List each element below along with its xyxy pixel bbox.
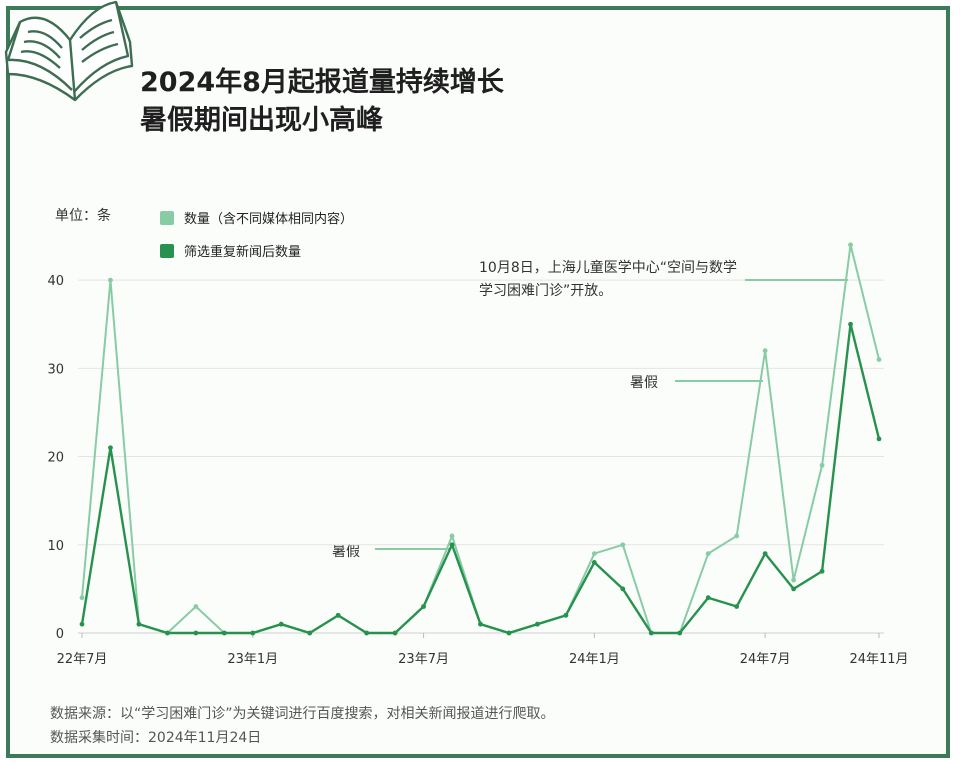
series-1-point [620, 542, 626, 548]
legend: 数量（含不同媒体相同内容） 筛选重复新闻后数量 [160, 208, 353, 274]
series-2-point [307, 630, 313, 636]
annotation-summer-2023: 暑假 [332, 544, 360, 560]
source-line-1: 数据来源：以“学习困难门诊”为关键词进行百度搜索，对相关新闻报道进行爬取。 [50, 706, 555, 722]
y-axis-ticks: 0 10 20 30 40 [47, 274, 64, 642]
source-note: 数据来源：以“学习困难门诊”为关键词进行百度搜索，对相关新闻报道进行爬取。 数据… [50, 702, 555, 750]
series-1-point [876, 357, 882, 362]
series-2-point [791, 586, 797, 592]
title-line-1: 2024年8月起报道量持续增长 [140, 67, 504, 98]
series-2-point [705, 595, 711, 601]
x-tick-label: 22年7月 [57, 652, 108, 667]
y-tick-label: 20 [47, 451, 64, 466]
series-1-point [193, 604, 199, 609]
chart-title: 2024年8月起报道量持续增长 暑假期间出现小高峰 [140, 64, 504, 140]
series-2-point [278, 621, 284, 627]
series-2-point [648, 630, 654, 636]
series-line-1 [81, 243, 880, 634]
legend-label-total: 数量（含不同媒体相同内容） [184, 212, 354, 227]
series-2-point [164, 630, 170, 636]
series-2-point [620, 586, 626, 592]
x-tick-label: 24年1月 [569, 652, 620, 667]
series-2-point [734, 604, 740, 609]
series-1-point [591, 551, 597, 556]
series-1-point [819, 462, 825, 468]
legend-label-filtered: 筛选重复新闻后数量 [184, 245, 302, 260]
series-2-point [136, 621, 142, 627]
series-2-point [449, 542, 455, 548]
series-group [79, 242, 882, 636]
series-1-point [449, 533, 455, 539]
series-2-point [108, 445, 113, 451]
open-book-icon [4, 0, 134, 102]
x-tick-label: 24年11月 [849, 652, 908, 667]
annotation-summer-2024: 暑假 [630, 375, 658, 391]
x-tick-label: 23年7月 [398, 652, 449, 667]
series-1-point [791, 577, 797, 583]
series-2-point [478, 621, 483, 627]
series-2-point [762, 551, 768, 556]
series-1-point [108, 277, 113, 283]
y-tick-label: 0 [56, 627, 64, 642]
series-1-point [734, 533, 740, 539]
legend-swatch-filtered [160, 243, 174, 258]
y-tick-label: 40 [47, 274, 64, 289]
legend-item-filtered: 筛选重复新闻后数量 [160, 241, 353, 260]
series-2-point [221, 630, 227, 636]
series-2-point [364, 630, 370, 636]
series-1-point [848, 242, 853, 248]
series-1-point [79, 595, 85, 601]
series-2-point [506, 630, 512, 636]
annotation-oct-clinic: 10月8日，上海儿童医学中心“空间与数学学习困难门诊”开放。 [479, 260, 737, 299]
series-2-point [193, 630, 199, 636]
series-2-point [392, 630, 398, 636]
source-line-2: 数据采集时间：2024年11月24日 [50, 730, 262, 746]
series-1-point [705, 551, 711, 556]
legend-item-total: 数量（含不同媒体相同内容） [160, 208, 353, 227]
series-2-point [421, 604, 426, 609]
series-2-point [819, 568, 825, 574]
x-tick-label: 23年1月 [227, 652, 278, 667]
series-2-point [876, 436, 882, 442]
series-2-point [848, 321, 853, 327]
title-line-2: 暑假期间出现小高峰 [140, 105, 383, 136]
y-tick-label: 10 [47, 539, 64, 554]
series-2-point [591, 560, 597, 565]
annotation-leader-lines [375, 279, 848, 550]
series-line-2 [80, 323, 881, 635]
x-axis-ticks: 22年7月 23年1月 23年7月 24年1月 24年7月 24年11月 [57, 633, 909, 667]
series-2-point [677, 630, 683, 636]
series-2-point [563, 612, 569, 618]
series-2-point [535, 621, 540, 627]
y-tick-label: 30 [47, 362, 64, 377]
x-tick-label: 24年7月 [740, 652, 791, 667]
legend-swatch-total [160, 210, 174, 225]
grid-lines [78, 279, 884, 634]
series-1-point [762, 348, 768, 354]
series-2-point [79, 621, 85, 627]
unit-label: 单位：条 [55, 208, 111, 224]
series-2-point [335, 612, 341, 618]
series-2-point [250, 630, 256, 636]
